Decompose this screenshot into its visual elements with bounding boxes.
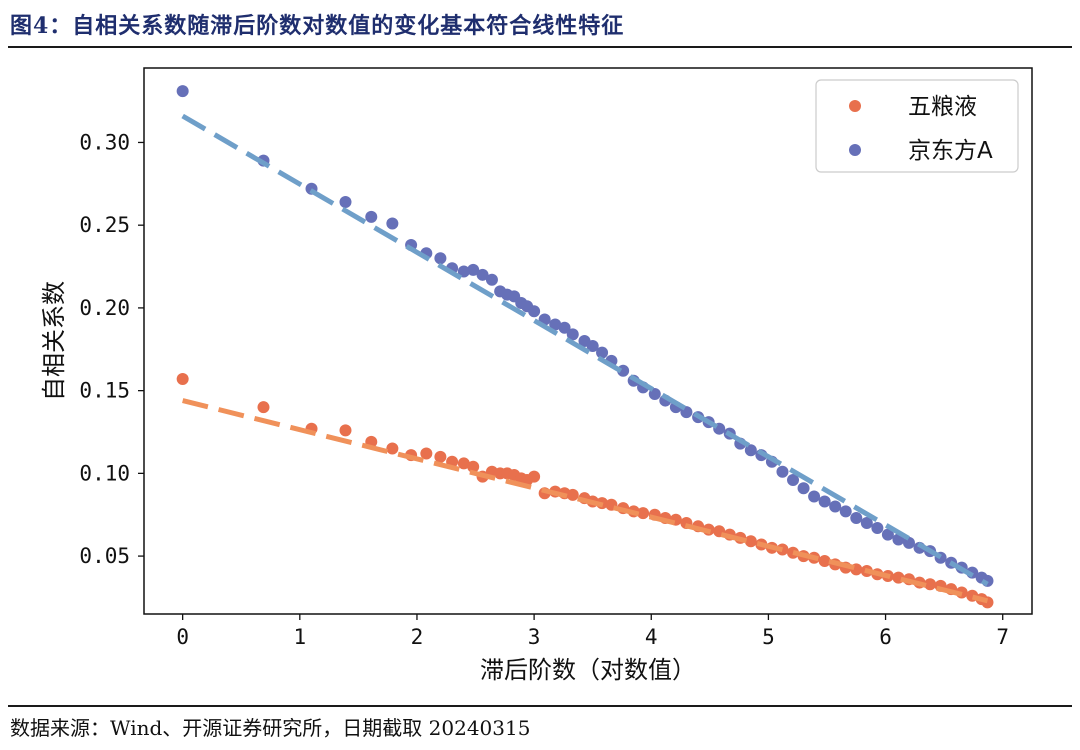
point-boe xyxy=(339,196,352,209)
point-boe xyxy=(176,85,189,98)
point-boe xyxy=(476,268,489,281)
scatter-chart: 0 1 2 3 4 5 6 7 0.05 0.10 0.15 0.20 0.25 0.30 滞后阶数（对… xyxy=(40,67,1033,684)
y-tick-label: 0.15 xyxy=(79,379,130,403)
point-boe xyxy=(902,536,915,549)
plot-frame xyxy=(143,67,1033,615)
trend-line-wuliangye xyxy=(182,398,989,604)
point-boe xyxy=(797,482,810,495)
point-boe xyxy=(776,465,789,478)
x-tick-label: 2 xyxy=(411,625,424,649)
source-note: 数据来源：Wind、开源证券研究所，日期截取 20240315 xyxy=(10,716,531,740)
y-tick-label: 0.10 xyxy=(79,461,130,485)
x-tick-label: 1 xyxy=(293,625,306,649)
point-boe xyxy=(596,346,609,359)
point-boe xyxy=(566,328,579,341)
point-wuliangye xyxy=(339,424,352,437)
point-boe xyxy=(528,305,541,318)
legend-box xyxy=(815,79,1019,173)
trend-line-boe xyxy=(181,113,989,587)
point-boe xyxy=(457,265,470,278)
point-boe xyxy=(549,318,562,331)
point-boe xyxy=(787,473,800,486)
legend-label-boe: 京东方A xyxy=(908,138,993,164)
x-tick-label: 5 xyxy=(762,625,775,649)
point-boe xyxy=(881,528,894,541)
point-boe xyxy=(808,490,821,503)
point-boe xyxy=(860,517,873,529)
bottom-rule xyxy=(8,705,1072,707)
y-tick-label: 0.05 xyxy=(79,544,130,568)
legend-marker-wuliangye xyxy=(849,100,861,112)
point-boe xyxy=(586,339,599,352)
point-boe xyxy=(558,321,571,334)
point-wuliangye xyxy=(434,450,447,463)
point-boe xyxy=(386,217,399,230)
point-boe xyxy=(467,263,480,276)
point-boe xyxy=(485,273,498,286)
point-wuliangye xyxy=(457,457,470,470)
x-tick-label: 4 xyxy=(645,625,658,649)
x-tick-label: 0 xyxy=(176,625,189,649)
top-rule xyxy=(8,46,1072,48)
point-wuliangye xyxy=(257,401,270,414)
legend-marker-boe xyxy=(849,144,861,156)
x-tick-label: 3 xyxy=(528,625,541,649)
y-axis-label: 自相关系数 xyxy=(40,281,68,401)
point-wuliangye xyxy=(176,373,189,386)
point-boe xyxy=(434,252,447,265)
legend-label-wuliangye: 五粮液 xyxy=(908,94,977,120)
point-boe xyxy=(829,500,842,513)
point-wuliangye xyxy=(467,460,480,473)
point-boe xyxy=(871,521,884,534)
point-boe xyxy=(818,495,831,508)
point-boe xyxy=(744,444,757,457)
x-axis-label: 滞后阶数（对数值） xyxy=(480,656,696,684)
point-wuliangye xyxy=(566,488,579,501)
point-wuliangye xyxy=(420,447,433,460)
y-tick-label: 0.20 xyxy=(79,296,130,320)
point-wuliangye xyxy=(924,578,937,591)
point-wuliangye xyxy=(386,442,399,455)
x-tick-label: 6 xyxy=(879,625,892,649)
point-wuliangye xyxy=(818,555,831,568)
y-tick-label: 0.25 xyxy=(79,213,130,237)
y-tick-label: 0.30 xyxy=(79,130,130,154)
legend: 五粮液 京东方A xyxy=(815,79,1019,173)
point-wuliangye xyxy=(528,470,541,483)
point-boe xyxy=(850,512,863,525)
figure-title: 图4：自相关系数随滞后阶数对数值的变化基本符合线性特征 xyxy=(10,13,625,39)
point-boe xyxy=(839,505,852,518)
point-wuliangye xyxy=(637,507,650,520)
x-tick-label: 7 xyxy=(996,625,1009,649)
point-wuliangye xyxy=(744,535,757,548)
point-boe xyxy=(365,210,378,223)
